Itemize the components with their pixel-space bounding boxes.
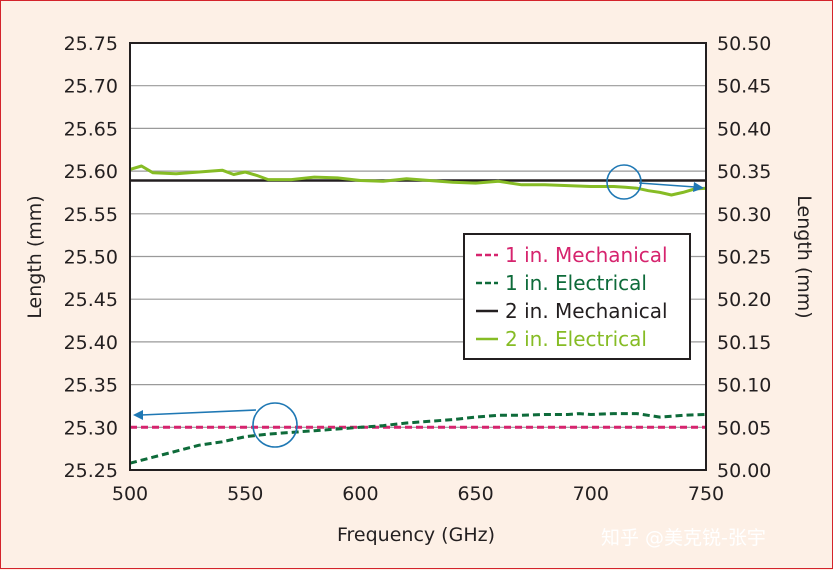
right-y-tick-label: 50.10 bbox=[717, 375, 771, 397]
left-y-tick-label: 25.65 bbox=[64, 118, 118, 140]
x-tick-label: 750 bbox=[688, 483, 724, 505]
right-axis-ticks: 50.00 50.05 50.10 50.15 50.20 50.25 50.30 50.35… bbox=[717, 33, 771, 482]
right-y-tick-label: 50.40 bbox=[717, 118, 771, 140]
right-y-tick-label: 50.35 bbox=[717, 161, 771, 183]
series-line-1-in-electrical bbox=[129, 412, 707, 465]
right-axis-arrowhead bbox=[693, 182, 704, 192]
right-y-tick-label: 50.30 bbox=[717, 204, 771, 226]
x-tick-label: 550 bbox=[227, 483, 263, 505]
x-tick-label: 600 bbox=[342, 483, 378, 505]
right-y-axis-title: Length (mm) bbox=[793, 195, 815, 318]
left-axis-callout-arrow bbox=[140, 409, 257, 416]
x-tick-label: 500 bbox=[112, 483, 148, 505]
plot-border bbox=[129, 42, 707, 471]
x-axis-title: Frequency (GHz) bbox=[337, 524, 495, 546]
left-axis-arrowhead bbox=[133, 410, 143, 420]
left-y-tick-label: 25.30 bbox=[64, 417, 118, 439]
right-y-tick-label: 50.45 bbox=[717, 76, 771, 98]
right-y-tick-label: 50.20 bbox=[717, 289, 771, 311]
left-y-tick-label: 25.40 bbox=[64, 332, 118, 354]
left-y-tick-label: 25.60 bbox=[64, 161, 118, 183]
left-y-tick-label: 25.55 bbox=[64, 204, 118, 226]
left-y-tick-label: 25.25 bbox=[64, 460, 118, 482]
legend-label: 2 in. Mechanical bbox=[505, 299, 668, 323]
right-y-tick-label: 50.25 bbox=[717, 247, 771, 269]
left-axis-callout-circle bbox=[252, 402, 298, 448]
left-y-axis-title: Length (mm) bbox=[24, 195, 46, 318]
x-tick-label: 650 bbox=[457, 483, 493, 505]
legend-label: 1 in. Electrical bbox=[505, 271, 647, 295]
left-y-tick-label: 25.45 bbox=[64, 289, 118, 311]
right-y-tick-label: 50.15 bbox=[717, 332, 771, 354]
left-y-tick-label: 25.35 bbox=[64, 375, 118, 397]
left-y-tick-label: 25.70 bbox=[64, 76, 118, 98]
watermark: 知乎 @美克锐-张宇 bbox=[601, 527, 766, 549]
left-y-tick-label: 25.50 bbox=[64, 247, 118, 269]
legend: 1 in. Mechanical 1 in. Electrical 2 in. Me… bbox=[463, 233, 691, 360]
right-y-tick-label: 50.50 bbox=[717, 33, 771, 55]
x-tick-label: 700 bbox=[573, 483, 609, 505]
left-y-tick-label: 25.75 bbox=[64, 33, 118, 55]
series-layer bbox=[129, 164, 707, 465]
left-axis-ticks: 25.25 25.30 25.35 25.40 25.45 25.50 25.55 25.60… bbox=[64, 33, 118, 482]
right-axis-callout-circle bbox=[606, 164, 642, 200]
axis-annotations bbox=[133, 164, 704, 448]
x-axis-ticks: 500 550 600 650 700 750 bbox=[112, 483, 724, 505]
right-y-tick-label: 50.05 bbox=[717, 417, 771, 439]
right-axis-callout-arrow bbox=[638, 182, 696, 188]
legend-label: 1 in. Mechanical bbox=[505, 243, 668, 267]
legend-box bbox=[463, 233, 691, 360]
legend-label: 2 in. Electrical bbox=[505, 327, 647, 351]
right-y-tick-label: 50.00 bbox=[717, 460, 771, 482]
series-line-2-in-electrical bbox=[129, 164, 707, 197]
